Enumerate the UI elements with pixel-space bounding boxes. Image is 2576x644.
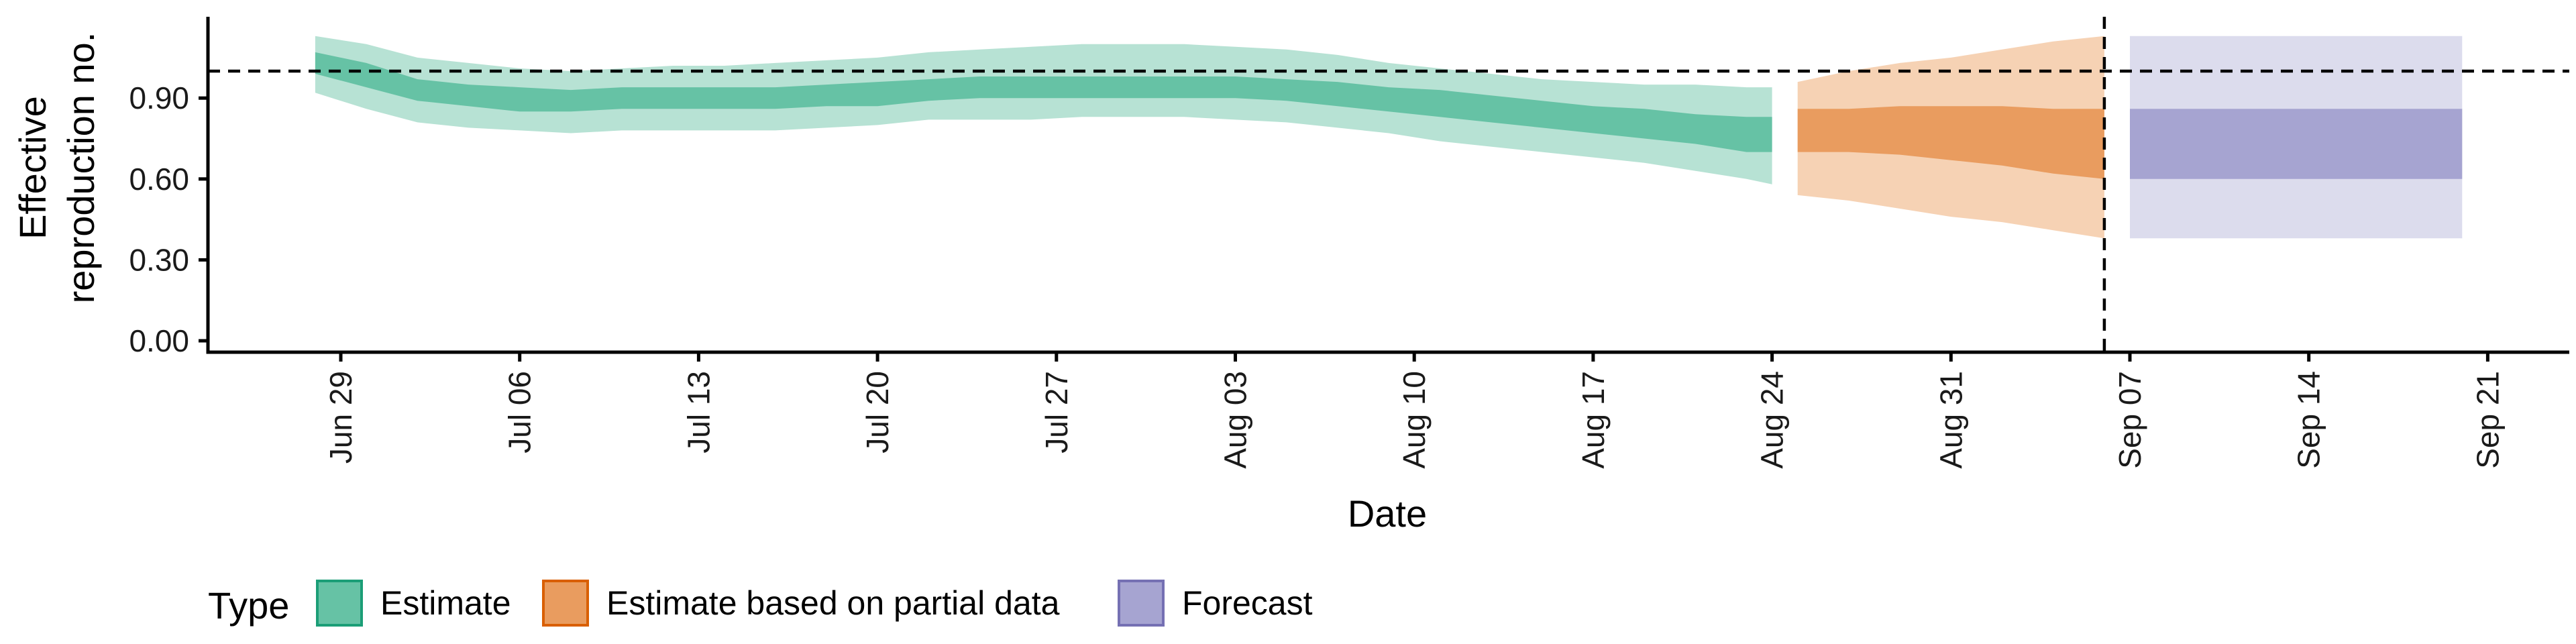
ribbon-layer [315, 36, 2463, 239]
legend-key [542, 580, 589, 627]
legend: Type Estimate Estimate based on partial d… [208, 580, 1313, 627]
reference-lines [208, 17, 2569, 352]
axes: 0.00 0.30 0.60 0.90 Jun 29 Jul 06 Jul 13 Jul 20… [129, 17, 2569, 469]
y-tick-label: 0.90 [129, 80, 189, 115]
legend-label: Estimate [380, 584, 511, 622]
x-tick-label: Jun 29 [323, 371, 358, 464]
y-tick-label: 0.30 [129, 242, 189, 277]
x-tick-label: Jul 27 [1039, 371, 1074, 453]
x-tick-label: Aug 24 [1755, 371, 1790, 469]
y-axis-title-line: Effective [11, 96, 54, 239]
ribbon-50-series-2 [2130, 109, 2463, 179]
y-axis-title: Effective reproduction no. [11, 32, 102, 304]
y-axis-title-line: reproduction no. [60, 32, 102, 304]
x-tick-label: Aug 31 [1933, 371, 1968, 469]
x-tick-label: Sep 07 [2112, 371, 2147, 469]
ribbon-50-series-1 [1797, 106, 2104, 179]
y-tick-label: 0.60 [129, 162, 189, 197]
y-tick-label: 0.00 [129, 323, 189, 358]
x-tick-label: Jul 06 [502, 371, 537, 453]
x-tick-label: Sep 14 [2292, 371, 2326, 469]
x-tick-label: Aug 03 [1218, 371, 1253, 469]
legend-label: Forecast [1182, 584, 1313, 622]
x-tick-label: Aug 10 [1397, 371, 1432, 469]
x-tick-label: Jul 20 [860, 371, 895, 453]
legend-label: Estimate based on partial data [606, 584, 1060, 622]
legend-key [1118, 580, 1165, 627]
legend-title: Type [208, 584, 289, 627]
x-tick-label: Jul 13 [681, 371, 716, 453]
x-axis-title: Date [1348, 492, 1427, 535]
ribbon-50-series-0 [315, 52, 1772, 152]
legend-key [316, 580, 363, 627]
x-tick-label: Aug 17 [1576, 371, 1611, 469]
ribbon-90-series-0 [315, 36, 1772, 184]
x-tick-label: Sep 21 [2470, 371, 2505, 469]
